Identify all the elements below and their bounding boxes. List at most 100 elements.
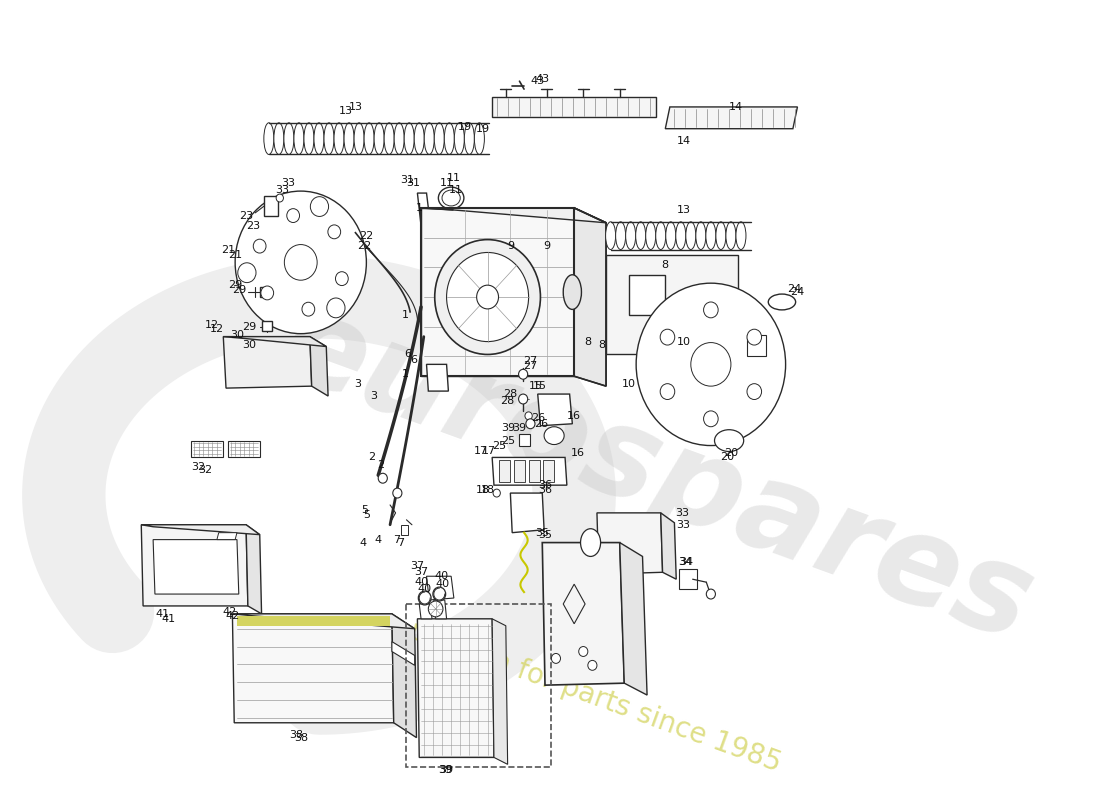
- Text: 24: 24: [788, 284, 802, 294]
- Polygon shape: [217, 533, 236, 540]
- Polygon shape: [392, 642, 415, 666]
- Circle shape: [428, 601, 443, 617]
- Polygon shape: [619, 542, 647, 695]
- Polygon shape: [597, 513, 662, 574]
- Text: 24: 24: [790, 287, 804, 297]
- Ellipse shape: [384, 122, 394, 154]
- Text: 11: 11: [449, 185, 463, 195]
- Circle shape: [393, 488, 402, 498]
- Text: 29: 29: [232, 285, 246, 295]
- Text: 17: 17: [482, 446, 496, 457]
- Text: 32: 32: [191, 462, 206, 472]
- Polygon shape: [574, 208, 606, 386]
- Text: 18: 18: [481, 485, 495, 495]
- Circle shape: [378, 474, 387, 483]
- Circle shape: [287, 209, 299, 222]
- Text: 14: 14: [729, 102, 744, 112]
- Ellipse shape: [715, 430, 744, 451]
- Ellipse shape: [464, 122, 474, 154]
- Polygon shape: [519, 434, 530, 446]
- Polygon shape: [433, 600, 447, 619]
- Text: a passion for parts since 1985: a passion for parts since 1985: [382, 608, 785, 778]
- Ellipse shape: [344, 122, 354, 154]
- Circle shape: [706, 589, 715, 599]
- Ellipse shape: [656, 222, 666, 250]
- Circle shape: [747, 384, 761, 399]
- Text: 34: 34: [679, 558, 692, 567]
- Text: 43: 43: [536, 74, 549, 84]
- Circle shape: [328, 225, 341, 238]
- Polygon shape: [492, 97, 657, 117]
- Text: 27: 27: [524, 356, 538, 366]
- Bar: [236, 616, 390, 626]
- Ellipse shape: [581, 529, 601, 557]
- Text: 8: 8: [584, 337, 592, 346]
- Ellipse shape: [334, 122, 344, 154]
- Ellipse shape: [518, 394, 528, 404]
- Ellipse shape: [696, 222, 706, 250]
- Ellipse shape: [439, 187, 464, 209]
- Ellipse shape: [675, 222, 685, 250]
- Text: 25: 25: [493, 441, 506, 450]
- Ellipse shape: [646, 222, 656, 250]
- Polygon shape: [421, 208, 606, 222]
- Text: 19: 19: [458, 122, 472, 132]
- Text: 6: 6: [404, 350, 411, 359]
- Circle shape: [327, 298, 345, 318]
- Polygon shape: [153, 540, 239, 594]
- Circle shape: [704, 302, 718, 318]
- Circle shape: [433, 587, 446, 601]
- Text: 23: 23: [239, 211, 253, 221]
- Text: 18: 18: [476, 485, 491, 495]
- Text: 35: 35: [536, 528, 549, 538]
- Circle shape: [253, 239, 266, 253]
- Circle shape: [636, 283, 785, 446]
- Polygon shape: [392, 614, 417, 738]
- Ellipse shape: [404, 122, 415, 154]
- Ellipse shape: [666, 222, 675, 250]
- Ellipse shape: [264, 122, 274, 154]
- Circle shape: [336, 272, 349, 286]
- Ellipse shape: [314, 122, 324, 154]
- Circle shape: [276, 194, 284, 202]
- Text: 3: 3: [371, 391, 377, 401]
- Circle shape: [526, 419, 535, 429]
- Text: eurospares: eurospares: [264, 283, 1048, 667]
- Text: 15: 15: [529, 381, 543, 391]
- Text: 8: 8: [662, 260, 669, 270]
- Text: 6: 6: [410, 355, 417, 366]
- Text: 16: 16: [571, 449, 585, 458]
- Text: 13: 13: [676, 205, 691, 215]
- Ellipse shape: [685, 222, 696, 250]
- Circle shape: [587, 661, 597, 670]
- Polygon shape: [310, 337, 328, 396]
- Text: 40: 40: [418, 584, 432, 594]
- Circle shape: [704, 411, 718, 426]
- Ellipse shape: [606, 222, 616, 250]
- Ellipse shape: [706, 222, 716, 250]
- Polygon shape: [223, 337, 311, 388]
- Text: 7: 7: [393, 534, 400, 545]
- Polygon shape: [629, 275, 666, 315]
- Text: 29: 29: [228, 280, 242, 290]
- Text: 21: 21: [221, 245, 235, 254]
- Text: 8: 8: [598, 339, 605, 350]
- Text: 38: 38: [294, 733, 308, 742]
- Text: 28: 28: [500, 396, 515, 406]
- Text: 37: 37: [410, 562, 425, 571]
- Ellipse shape: [616, 222, 626, 250]
- Text: 12: 12: [210, 324, 224, 334]
- Polygon shape: [232, 614, 394, 722]
- Ellipse shape: [442, 190, 460, 206]
- Text: 33: 33: [674, 508, 689, 518]
- Text: 41: 41: [155, 609, 169, 619]
- Text: 32: 32: [198, 466, 212, 475]
- Text: 42: 42: [226, 611, 240, 621]
- Polygon shape: [427, 364, 449, 391]
- Polygon shape: [492, 458, 566, 485]
- Bar: [499, 460, 510, 482]
- Circle shape: [691, 342, 730, 386]
- Polygon shape: [661, 513, 676, 579]
- Polygon shape: [427, 576, 454, 600]
- Ellipse shape: [274, 122, 284, 154]
